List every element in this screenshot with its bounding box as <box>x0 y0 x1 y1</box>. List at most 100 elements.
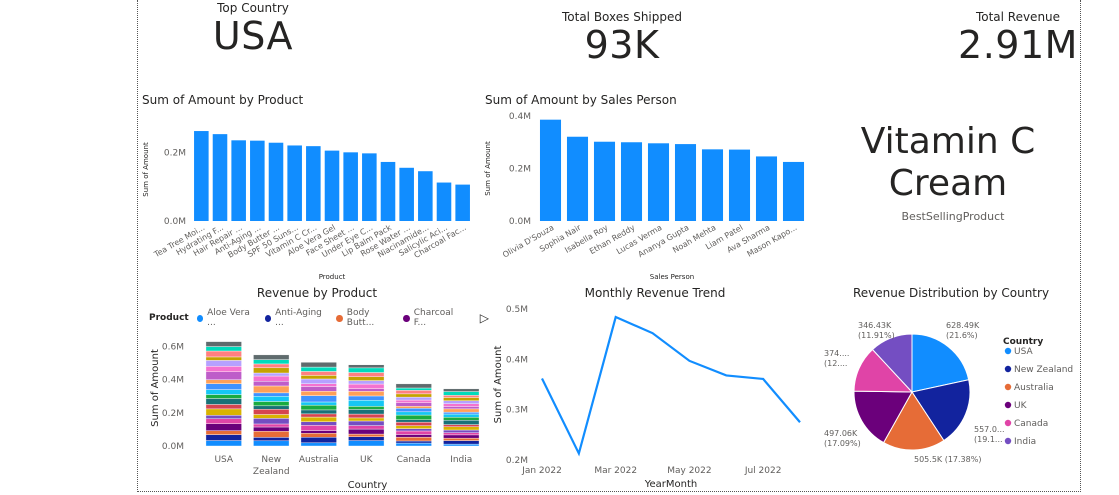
stacked-segment[interactable] <box>205 350 242 358</box>
legend-next-icon[interactable]: ▷ <box>479 311 489 325</box>
stacked-segment[interactable] <box>395 428 432 432</box>
legend-item[interactable]: Canada <box>1014 419 1048 429</box>
stacked-segment[interactable] <box>253 409 290 415</box>
stacked-segment[interactable] <box>348 380 385 385</box>
stacked-segment[interactable] <box>300 409 337 415</box>
bar[interactable] <box>593 141 616 221</box>
stacked-segment[interactable] <box>300 386 337 392</box>
legend-item[interactable]: Anti-Aging ... <box>275 308 322 328</box>
stacked-segment[interactable] <box>443 391 480 396</box>
stacked-segment[interactable] <box>300 383 337 387</box>
bar[interactable] <box>268 142 284 221</box>
stacked-segment[interactable] <box>300 425 337 431</box>
stacked-segment[interactable] <box>300 362 337 368</box>
stacked-segment[interactable] <box>443 443 480 447</box>
bar[interactable] <box>728 149 751 221</box>
monthly-line-chart[interactable]: 0.2M 0.3M 0.4M 0.5M Jan 2022 Mar 2022 May 2022… <box>490 300 815 495</box>
stacked-segment[interactable] <box>205 360 242 367</box>
stacked-segment[interactable] <box>253 396 290 402</box>
stacked-segment[interactable] <box>300 413 337 418</box>
stacked-segment[interactable] <box>300 366 337 372</box>
stacked-segment[interactable] <box>395 402 432 407</box>
stacked-segment[interactable] <box>253 372 290 377</box>
pie-slice[interactable] <box>911 379 971 442</box>
stacked-segment[interactable] <box>253 423 290 428</box>
stacked-segment[interactable] <box>253 392 290 397</box>
stacked-segment[interactable] <box>443 417 480 421</box>
legend-item[interactable]: UK <box>1014 401 1028 411</box>
stacked-segment[interactable] <box>253 385 290 394</box>
stacked-segment[interactable] <box>348 406 385 410</box>
stacked-segment[interactable] <box>443 403 480 407</box>
stacked-segment[interactable] <box>205 423 242 431</box>
stacked-segment[interactable] <box>205 394 242 399</box>
stacked-segment[interactable] <box>300 401 337 406</box>
bar[interactable] <box>755 156 778 221</box>
bar[interactable] <box>250 140 265 221</box>
stacked-segment[interactable] <box>205 440 242 447</box>
pie-slice[interactable] <box>871 333 913 394</box>
stacked-segment[interactable] <box>348 413 385 419</box>
stacked-segment[interactable] <box>348 433 385 437</box>
stacked-segment[interactable] <box>443 434 480 439</box>
stacked-segment[interactable] <box>443 426 480 431</box>
stacked-segment[interactable] <box>443 429 480 433</box>
bar[interactable] <box>455 184 470 221</box>
series-line[interactable] <box>541 315 801 457</box>
bar[interactable] <box>647 143 670 221</box>
bar[interactable] <box>674 144 697 221</box>
stacked-segment[interactable] <box>253 437 290 442</box>
legend-item[interactable]: New Zealand <box>1014 365 1073 375</box>
bar[interactable] <box>231 140 246 221</box>
legend-item[interactable]: Aloe Vera ... <box>207 308 250 328</box>
stacked-segment[interactable] <box>348 428 385 435</box>
stacked-segment[interactable] <box>395 396 432 401</box>
stacked-segment[interactable] <box>348 440 385 447</box>
stacked-segment[interactable] <box>205 371 242 380</box>
stacked-segment[interactable] <box>443 388 480 392</box>
stacked-bar-chart[interactable]: 0.0M 0.2M 0.4M 0.6M USA New Zealand Australia UK… <box>140 320 485 495</box>
stacked-segment[interactable] <box>443 400 480 404</box>
stacked-segment[interactable] <box>253 431 290 438</box>
stacked-segment[interactable] <box>443 408 480 413</box>
bar[interactable] <box>324 150 340 221</box>
bar[interactable] <box>343 152 358 221</box>
stacked-segment[interactable] <box>253 363 290 369</box>
stacked-segment[interactable] <box>443 395 480 398</box>
stacked-segment[interactable] <box>348 388 385 392</box>
stacked-segment[interactable] <box>348 425 385 430</box>
stacked-segment[interactable] <box>205 404 242 410</box>
legend-item[interactable]: USA <box>1014 347 1033 357</box>
stacked-segment[interactable] <box>300 395 337 403</box>
stacked-segment[interactable] <box>253 354 290 360</box>
legend-item[interactable]: Charcoal F... <box>413 308 454 328</box>
stacked-segment[interactable] <box>395 406 432 409</box>
stacked-segment[interactable] <box>300 378 337 384</box>
stacked-segment[interactable] <box>253 426 290 432</box>
bar[interactable] <box>380 161 396 221</box>
stacked-segment[interactable] <box>395 408 432 413</box>
stacked-segment[interactable] <box>395 430 432 435</box>
stacked-segment[interactable] <box>395 425 432 429</box>
stacked-segment[interactable] <box>395 390 432 395</box>
stacked-segment[interactable] <box>300 375 337 380</box>
country-pie-chart[interactable]: 628.49K(21.6%) USA 557.0...(19.1... New Zea… <box>820 300 1080 475</box>
stacked-segment[interactable] <box>300 416 337 423</box>
stacked-segment[interactable] <box>205 379 242 384</box>
stacked-segment[interactable] <box>253 401 290 407</box>
bar[interactable] <box>620 142 643 221</box>
bar[interactable] <box>287 145 302 221</box>
stacked-segment[interactable] <box>300 404 337 411</box>
stacked-segment[interactable] <box>253 440 290 447</box>
bar[interactable] <box>362 153 377 221</box>
stacked-segment[interactable] <box>395 414 432 420</box>
stacked-segment[interactable] <box>205 430 242 435</box>
stacked-segment[interactable] <box>300 437 337 444</box>
stacked-segment[interactable] <box>205 389 242 395</box>
stacked-segment[interactable] <box>395 421 432 426</box>
stacked-segment[interactable] <box>205 408 242 416</box>
stacked-segment[interactable] <box>348 409 385 415</box>
stacked-segment[interactable] <box>348 417 385 422</box>
stacked-segment[interactable] <box>443 437 480 441</box>
